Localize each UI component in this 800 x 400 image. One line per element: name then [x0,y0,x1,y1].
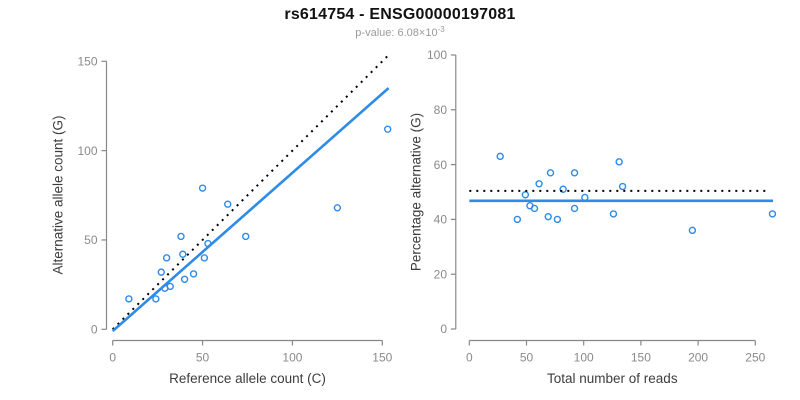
data-point [615,158,623,166]
data-point [179,250,187,258]
x-tick-label: 100 [574,351,594,365]
y-tick-label: 0 [91,323,98,337]
data-point [242,232,250,241]
data-point [521,191,530,199]
x-axis-title: Reference allele count (C) [169,371,326,386]
y-tick-label: 150 [77,55,97,69]
regression-line [111,87,390,333]
data-point [544,212,552,221]
data-point [162,254,171,262]
data-point [546,169,555,177]
right-scatter-plot: 0 50 100 150 200 250 0 20 40 60 80 100 Total number … [409,48,777,386]
y-tick-label: 100 [77,144,97,158]
x-tick-label: 200 [688,351,708,365]
data-point [688,226,697,235]
data-point [553,215,562,224]
left-scatter-plot: 0 50 100 150 0 50 100 150 Reference allele count… [51,54,393,386]
y-tick-label: 50 [84,233,98,247]
data-point [383,125,392,133]
data-point [333,204,342,212]
data-point [177,232,185,241]
x-tick-label: 150 [631,351,651,365]
y-tick-label: 0 [440,322,447,336]
data-point [530,204,539,213]
x-tick-label: 50 [520,351,534,365]
y-tick-label: 20 [434,267,448,281]
y-tick-label: 40 [434,213,448,227]
x-tick-label: 50 [196,351,210,365]
data-point [157,268,165,276]
data-point [198,184,207,192]
identity-line [111,54,390,331]
data-point [496,152,504,161]
x-tick-label: 0 [109,351,116,365]
data-point [166,282,174,291]
data-point [559,185,567,193]
data-point [224,200,232,208]
y-tick-label: 80 [434,103,448,117]
data-point [618,182,627,191]
y-tick-label: 100 [427,48,447,62]
data-point [152,295,160,303]
data-point [570,169,579,177]
x-axis-title: Total number of reads [547,371,678,386]
data-point [535,180,543,188]
data-point [125,295,133,303]
pvalue-exponent: -3 [437,25,445,34]
y-tick-label: 60 [434,158,448,172]
y-axis-title: Alternative allele count (G) [51,115,66,274]
data-point [768,210,777,218]
data-point [200,254,209,262]
x-tick-label: 150 [372,351,392,365]
pvalue-text: p-value: 6.08×10 [355,27,438,39]
figure-subtitle: p-value: 6.08×10-3 [0,25,800,39]
data-point [180,275,189,283]
data-point [189,270,198,278]
data-point [570,204,579,213]
figure-title: rs614754 - ENSG00000197081 [284,6,516,23]
x-tick-label: 100 [282,351,302,365]
x-tick-label: 250 [745,351,765,365]
y-axis-title: Percentage alternative (G) [409,113,424,271]
data-point [513,215,522,224]
data-point [609,210,618,218]
x-tick-label: 0 [466,351,473,365]
